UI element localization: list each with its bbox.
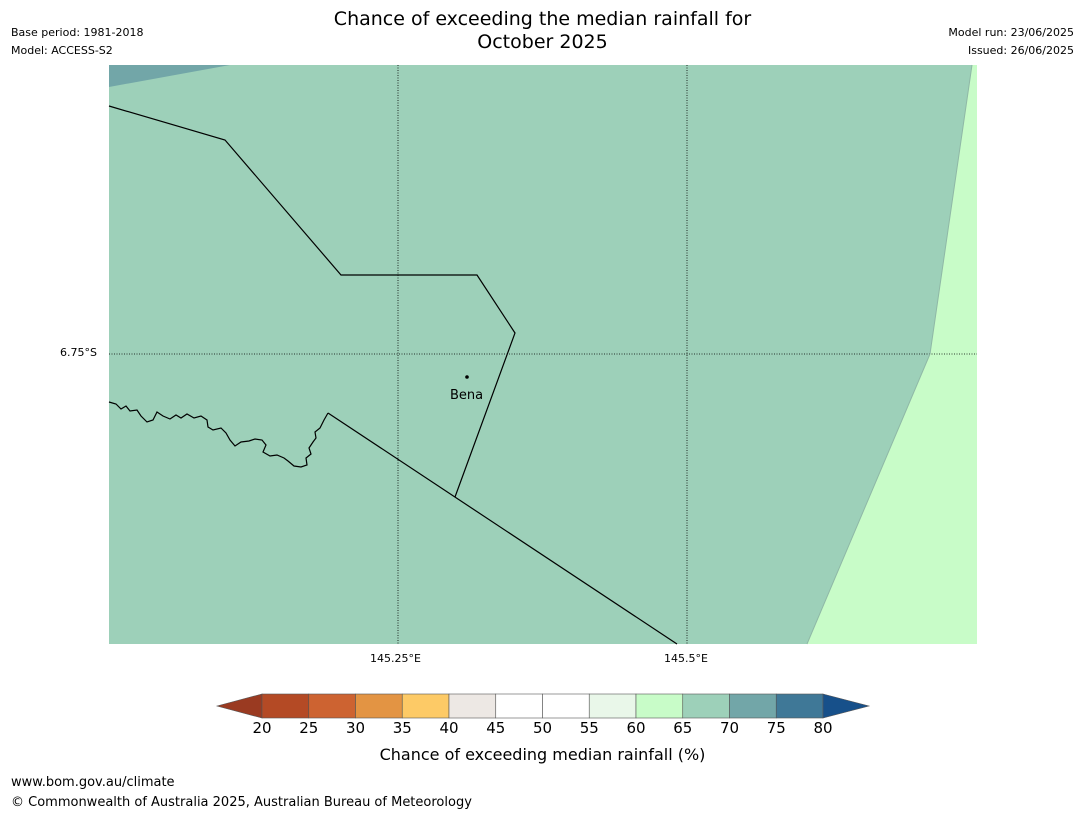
issued-text: Issued: 26/06/2025 xyxy=(967,44,1074,57)
colorbar-tick-label: 45 xyxy=(486,719,506,737)
colorbar-tick-label: 75 xyxy=(766,719,786,737)
colorbar-cell xyxy=(355,693,403,719)
colorbar-cells xyxy=(261,693,824,719)
colorbar-cell xyxy=(401,693,450,719)
colorbar-cell xyxy=(775,693,824,719)
province-border xyxy=(327,412,678,645)
colorbar-cell xyxy=(588,693,637,719)
region-edge xyxy=(929,64,973,355)
longitude-label: 145.25°E xyxy=(370,652,421,665)
metadata-right: Model run: 23/06/2025 Issued: 26/06/2025 xyxy=(948,24,1074,60)
footer-url: www.bom.gov.au/climate xyxy=(11,775,175,790)
province-border xyxy=(108,105,516,498)
colorbar-cell xyxy=(542,693,590,719)
longitude-label: 145.5°E xyxy=(664,652,708,665)
latitude-label: 6.75°S xyxy=(60,346,97,359)
model-text: Model: ACCESS-S2 xyxy=(11,44,113,57)
colorbar-cell xyxy=(682,693,730,719)
colorbar-cell xyxy=(495,693,543,719)
base-period-text: Base period: 1981-2018 xyxy=(11,26,144,39)
map-title: Chance of exceeding the median rainfall … xyxy=(333,8,752,53)
colorbar-cell xyxy=(635,693,684,719)
model-run-text: Model run: 23/06/2025 xyxy=(948,26,1074,39)
town-marker xyxy=(465,375,469,379)
metadata-left: Base period: 1981-2018 Model: ACCESS-S2 xyxy=(11,24,143,60)
map-region-main xyxy=(109,65,977,644)
colorbar-tick-label: 40 xyxy=(439,719,459,737)
colorbar-tick-label: 55 xyxy=(579,719,599,737)
colorbar-tick-label: 70 xyxy=(719,719,740,737)
province-border xyxy=(108,401,329,468)
footer-copyright: © Commonwealth of Australia 2025, Austra… xyxy=(11,795,472,810)
colorbar-cell xyxy=(448,693,497,719)
colorbar-lower-extension xyxy=(215,693,263,719)
colorbar-title: Chance of exceeding median rainfall (%) xyxy=(379,745,706,764)
place-label: Bena xyxy=(450,388,484,403)
colorbar-tick-label: 50 xyxy=(532,719,553,737)
colorbar-tick-label: 25 xyxy=(299,719,319,737)
region-edge xyxy=(806,353,931,645)
colorbar-tick-label: 60 xyxy=(626,719,646,737)
colorbar-tick-label: 65 xyxy=(673,719,693,737)
colorbar-cell xyxy=(729,693,777,719)
colorbar-upper-extension xyxy=(822,693,871,719)
colorbar-cell xyxy=(261,693,310,719)
map-region-upper-left xyxy=(109,65,230,87)
map-region-right xyxy=(807,65,977,644)
colorbar-tick-label: 30 xyxy=(345,719,366,737)
colorbar-cell xyxy=(308,693,356,719)
colorbar-tick-label: 80 xyxy=(813,719,833,737)
colorbar-tick-label: 35 xyxy=(392,719,412,737)
colorbar-tick-label: 20 xyxy=(252,719,272,737)
